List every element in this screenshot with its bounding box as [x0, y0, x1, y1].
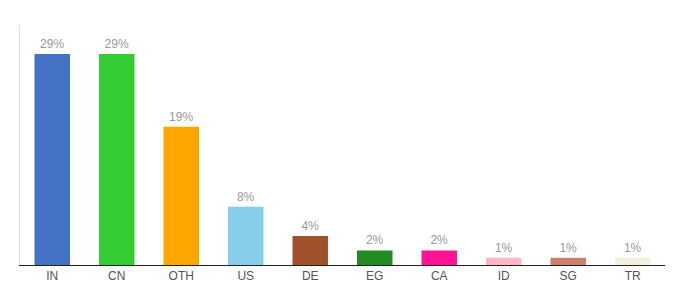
svg-text:19%: 19% — [169, 110, 193, 124]
svg-text:EG: EG — [366, 269, 383, 283]
svg-text:CA: CA — [431, 269, 448, 283]
svg-text:CN: CN — [108, 269, 125, 283]
svg-text:TR: TR — [625, 269, 641, 283]
svg-text:DE: DE — [302, 269, 319, 283]
svg-text:29%: 29% — [40, 37, 64, 51]
svg-text:1%: 1% — [495, 241, 513, 255]
svg-text:US: US — [237, 269, 254, 283]
svg-text:1%: 1% — [559, 241, 577, 255]
svg-text:OTH: OTH — [169, 269, 194, 283]
svg-text:SG: SG — [560, 269, 577, 283]
svg-text:29%: 29% — [105, 37, 129, 51]
svg-text:ID: ID — [498, 269, 510, 283]
svg-text:IN: IN — [46, 269, 58, 283]
svg-text:2%: 2% — [430, 233, 448, 247]
svg-text:2%: 2% — [366, 233, 384, 247]
svg-text:8%: 8% — [237, 190, 255, 204]
svg-text:4%: 4% — [301, 219, 319, 233]
svg-text:1%: 1% — [624, 241, 642, 255]
